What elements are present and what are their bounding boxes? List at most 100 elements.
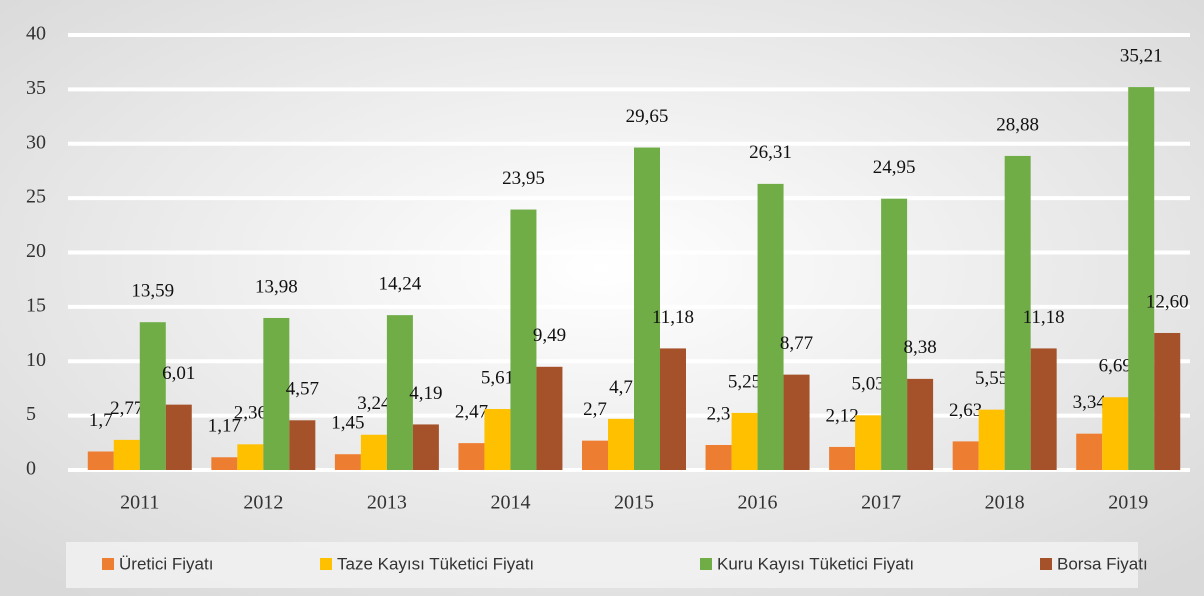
y-tick-label: 15: [26, 294, 46, 316]
value-label: 2,12: [825, 405, 858, 426]
value-label: 29,65: [626, 106, 669, 127]
value-label: 35,21: [1120, 45, 1163, 66]
value-label: 4,57: [286, 379, 319, 400]
value-label: 4,19: [409, 383, 442, 404]
x-tick-label: 2018: [985, 492, 1025, 514]
bar: [829, 446, 856, 470]
value-label: 12,60: [1146, 291, 1189, 312]
y-tick-label: 0: [26, 458, 36, 480]
bar: [1102, 397, 1129, 470]
value-label: 1,7: [89, 410, 113, 431]
bar: [165, 404, 192, 470]
value-label: 3,24: [357, 393, 391, 414]
y-tick-label: 35: [26, 77, 46, 99]
y-tick-label: 5: [26, 403, 36, 425]
value-label: 2,47: [455, 401, 488, 422]
x-tick-label: 2013: [367, 492, 407, 514]
legend-label: Taze Kayısı Tüketici Fiyatı: [337, 554, 534, 573]
value-label: 4,7: [609, 377, 633, 398]
x-tick-label: 2016: [738, 492, 778, 514]
legend-swatch: [1040, 558, 1052, 570]
bar: [237, 444, 264, 470]
value-label: 14,24: [379, 273, 422, 294]
y-tick-label: 30: [26, 131, 46, 153]
bar: [386, 315, 413, 470]
legend-label: Kuru Kayısı Tüketici Fiyatı: [717, 554, 914, 573]
value-label: 6,69: [1099, 356, 1132, 377]
value-label: 8,77: [780, 333, 813, 354]
value-label: 24,95: [873, 157, 916, 178]
bar: [705, 444, 732, 470]
y-tick-label: 10: [26, 349, 46, 371]
legend-swatch: [700, 558, 712, 570]
bar: [211, 457, 238, 470]
value-label: 5,03: [851, 374, 884, 395]
bar: [334, 454, 361, 470]
legend-label: Borsa Fiyatı: [1057, 554, 1148, 573]
value-label: 3,34: [1073, 392, 1107, 413]
bar: [87, 451, 114, 470]
value-label: 11,18: [652, 307, 694, 328]
value-label: 1,17: [208, 416, 241, 437]
value-label: 6,01: [162, 363, 195, 384]
y-tick-label: 40: [26, 23, 46, 45]
legend-box: [66, 542, 1138, 588]
legend-label: Üretici Fiyatı: [119, 554, 213, 573]
x-tick-label: 2015: [614, 492, 654, 514]
bar: [608, 418, 634, 470]
x-tick-label: 2014: [490, 492, 530, 514]
bar: [1154, 332, 1181, 470]
value-label: 2,7: [583, 399, 607, 420]
bar: [360, 434, 387, 470]
bar: [458, 443, 485, 470]
value-label: 2,3: [707, 403, 731, 424]
bar: [907, 378, 934, 470]
value-label: 2,77: [110, 398, 143, 419]
bar: [412, 424, 439, 470]
x-tick-label: 2011: [120, 492, 159, 514]
value-label: 5,55: [975, 368, 1008, 389]
bar: [855, 415, 882, 470]
bar: [757, 183, 784, 470]
y-tick-label: 20: [26, 240, 46, 262]
value-label: 23,95: [502, 168, 545, 189]
x-tick-label: 2017: [861, 492, 901, 514]
value-label: 26,31: [749, 142, 792, 163]
y-tick-label: 25: [26, 186, 46, 208]
bar: [952, 441, 979, 470]
x-tick-label: 2012: [243, 492, 283, 514]
value-label: 8,38: [903, 337, 936, 358]
bar: [978, 409, 1005, 470]
legend-swatch: [102, 558, 114, 570]
bar: [582, 440, 608, 470]
value-label: 13,59: [131, 281, 174, 302]
x-tick-label: 2019: [1108, 492, 1148, 514]
value-label: 1,45: [331, 413, 364, 434]
value-label: 2,36: [234, 403, 267, 424]
bar: [660, 348, 686, 470]
bar: [1030, 348, 1057, 470]
bar: [536, 366, 563, 470]
bar: [731, 412, 758, 470]
bar: [139, 322, 166, 470]
value-label: 9,49: [533, 325, 566, 346]
bar: [881, 198, 908, 470]
value-label: 11,18: [1023, 307, 1065, 328]
bar: [484, 408, 511, 470]
bar: [634, 147, 660, 470]
bar: [263, 317, 290, 470]
value-label: 2,63: [949, 400, 982, 421]
bar: [783, 374, 810, 470]
bar: [510, 209, 537, 470]
bar: [1076, 433, 1103, 470]
legend-swatch: [320, 558, 332, 570]
bar: [289, 420, 316, 470]
bar: [1004, 155, 1031, 470]
value-label: 28,88: [996, 114, 1039, 135]
value-label: 5,61: [481, 367, 514, 388]
bar: [113, 439, 140, 470]
bar: [1128, 87, 1155, 470]
value-label: 13,98: [255, 276, 298, 297]
